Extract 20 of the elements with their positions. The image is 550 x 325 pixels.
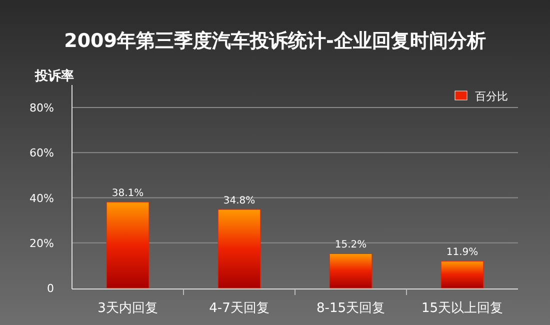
bar bbox=[106, 202, 150, 288]
x-tick-label: 8-15天回复 bbox=[316, 301, 386, 316]
y-tick-label: 40% bbox=[30, 192, 54, 205]
y-tick-label: 60% bbox=[30, 146, 54, 160]
y-tick-label: 20% bbox=[30, 236, 54, 250]
data-label: 11.9% bbox=[446, 247, 478, 258]
data-label: 34.8% bbox=[223, 196, 256, 207]
x-tick-label: 4-7天回复 bbox=[209, 301, 270, 316]
data-label: 15.2% bbox=[334, 240, 367, 251]
data-label: 38.1% bbox=[112, 188, 144, 200]
y-axis-title: 投诉率 bbox=[34, 68, 74, 84]
bar bbox=[440, 260, 484, 288]
y-tick-label: 80% bbox=[30, 102, 54, 115]
y-tick-label: 0 bbox=[47, 282, 54, 295]
chart-title: 2009年第三季度汽车投诉统计-企业回复时间分析 bbox=[64, 30, 486, 52]
bar bbox=[218, 209, 261, 288]
x-tick-label: 15天以上回复 bbox=[421, 301, 504, 316]
x-tick-label: 3天内回复 bbox=[98, 301, 158, 316]
bar bbox=[329, 253, 372, 288]
legend-label: 百分比 bbox=[475, 90, 508, 103]
